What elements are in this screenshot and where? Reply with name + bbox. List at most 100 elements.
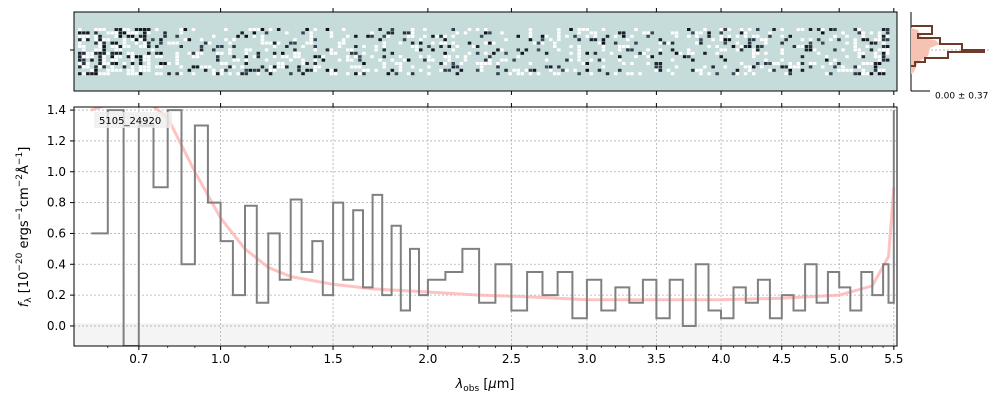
twod-pixel bbox=[281, 62, 285, 65]
twod-pixel bbox=[885, 31, 890, 35]
twod-pixel bbox=[557, 65, 561, 69]
twod-pixel bbox=[114, 28, 118, 31]
twod-pixel bbox=[264, 48, 269, 52]
twod-pixel bbox=[569, 45, 573, 48]
twod-pixel bbox=[622, 31, 626, 35]
twod-pixel bbox=[228, 51, 232, 55]
twod-pixel bbox=[488, 41, 492, 45]
twod-pixel bbox=[707, 31, 711, 35]
twod-pixel bbox=[585, 62, 589, 65]
twod-pixel bbox=[350, 65, 354, 69]
twod-pixel bbox=[313, 58, 317, 62]
twod-pixel bbox=[159, 62, 163, 65]
twod-pixel bbox=[236, 72, 240, 76]
twod-pixel bbox=[354, 72, 358, 76]
twod-pixel bbox=[837, 62, 841, 65]
twod-pixel bbox=[646, 31, 650, 35]
twod-pixel bbox=[378, 38, 382, 42]
twod-pixel bbox=[281, 51, 285, 55]
twod-pixel bbox=[281, 65, 285, 69]
twod-pixel bbox=[240, 72, 244, 76]
twod-pixel bbox=[138, 55, 143, 59]
twod-pixel bbox=[98, 58, 102, 62]
x-tick-label: 2.5 bbox=[502, 352, 521, 366]
twod-pixel bbox=[354, 65, 358, 69]
twod-pixel bbox=[293, 55, 297, 59]
twod-pixel bbox=[516, 68, 520, 72]
twod-pixel bbox=[788, 62, 792, 65]
twod-pixel bbox=[130, 38, 135, 42]
twod-pixel bbox=[118, 68, 123, 72]
twod-pixel bbox=[378, 28, 382, 31]
twod-pixel bbox=[415, 48, 419, 52]
twod-pixel bbox=[114, 31, 118, 35]
twod-pixel bbox=[285, 31, 289, 35]
twod-pixel bbox=[126, 34, 131, 38]
data-step-line bbox=[91, 109, 895, 346]
twod-pixel bbox=[147, 41, 151, 45]
twod-pixel bbox=[520, 51, 524, 55]
twod-pixel bbox=[94, 34, 98, 38]
twod-pixel bbox=[756, 45, 760, 48]
twod-xticks bbox=[138, 8, 895, 95]
twod-pixel bbox=[86, 38, 90, 42]
twod-pixel bbox=[78, 31, 82, 35]
twod-pixel bbox=[764, 62, 768, 65]
twod-pixel bbox=[577, 48, 581, 52]
twod-pixel bbox=[565, 68, 569, 72]
twod-pixel bbox=[455, 65, 460, 69]
twod-pixel bbox=[581, 62, 585, 65]
twod-pixel bbox=[752, 51, 756, 55]
twod-pixel bbox=[496, 72, 500, 76]
twod-pixel bbox=[122, 45, 127, 48]
twod-pixel bbox=[102, 62, 106, 65]
twod-pixel bbox=[622, 45, 626, 48]
twod-pixel bbox=[780, 51, 784, 55]
twod-pixel bbox=[670, 58, 675, 62]
twod-pixel bbox=[191, 51, 196, 55]
twod-pixel bbox=[557, 28, 561, 31]
twod-pixel bbox=[853, 65, 857, 69]
twod-pixel bbox=[212, 34, 216, 38]
twod-pixel bbox=[78, 51, 82, 55]
twod-pixel bbox=[431, 58, 435, 62]
twod-pixel bbox=[248, 28, 252, 31]
twod-pixel bbox=[110, 58, 114, 62]
twod-pixel bbox=[752, 65, 756, 69]
twod-pixel bbox=[130, 65, 135, 69]
twod-pixel bbox=[662, 41, 667, 45]
twod-pixel bbox=[796, 28, 801, 31]
twod-pixel bbox=[143, 65, 147, 69]
twod-pixel bbox=[837, 38, 841, 42]
twod-pixel bbox=[865, 62, 870, 65]
twod-pixel bbox=[90, 68, 94, 72]
twod-pixel bbox=[488, 58, 492, 62]
twod-pixel bbox=[569, 58, 573, 62]
twod-pixel bbox=[605, 72, 610, 76]
twod-pixel bbox=[885, 34, 890, 38]
twod-pixel bbox=[760, 38, 764, 42]
twod-pixel bbox=[256, 55, 261, 59]
twod-pixel bbox=[829, 28, 833, 31]
twod-pixel bbox=[881, 72, 886, 76]
twod-pixel bbox=[597, 41, 602, 45]
twod-pixel bbox=[199, 48, 204, 52]
twod-pixel bbox=[780, 28, 784, 31]
twod-pixel bbox=[78, 45, 82, 48]
twod-pixel bbox=[881, 41, 886, 45]
twod-pixel bbox=[800, 62, 805, 65]
twod-pixel bbox=[402, 58, 407, 62]
zero-band bbox=[74, 323, 897, 346]
twod-pixel bbox=[569, 28, 573, 31]
twod-pixel bbox=[865, 45, 870, 48]
twod-pixel bbox=[646, 48, 650, 52]
twod-pixel bbox=[86, 34, 90, 38]
twod-pixel bbox=[516, 48, 520, 52]
twod-pixel bbox=[500, 31, 504, 35]
twod-pixel bbox=[305, 68, 309, 72]
twod-pixel bbox=[398, 62, 403, 65]
twod-pixel bbox=[179, 45, 183, 48]
twod-pixel bbox=[857, 28, 861, 31]
twod-pixel bbox=[447, 58, 451, 62]
twod-pixel bbox=[102, 41, 106, 45]
